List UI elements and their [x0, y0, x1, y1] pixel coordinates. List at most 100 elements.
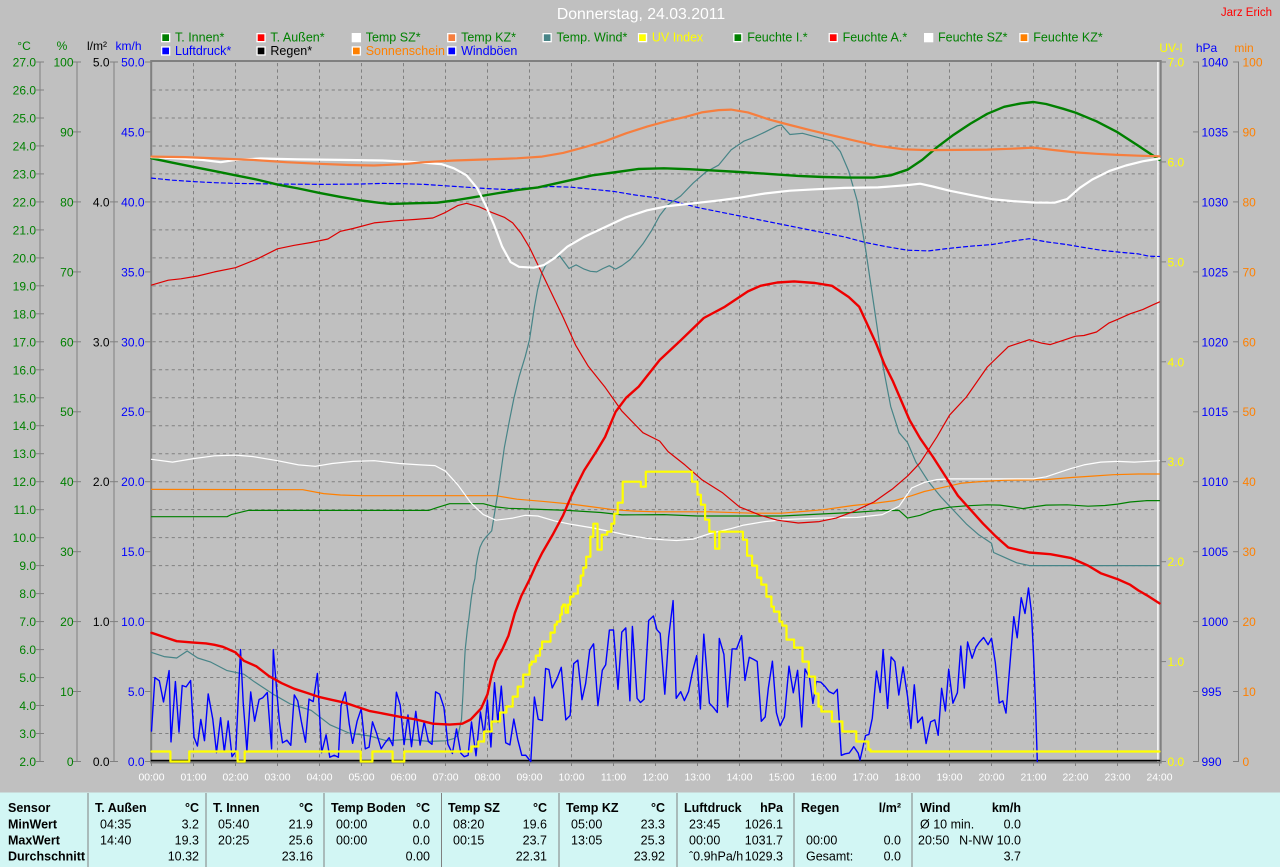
svg-text:100: 100 [53, 56, 73, 70]
svg-text:7.0: 7.0 [19, 615, 36, 629]
svg-text:21.0: 21.0 [13, 223, 37, 237]
svg-text:21.9: 21.9 [289, 818, 313, 832]
svg-text:30.0: 30.0 [121, 335, 145, 349]
svg-text:01:00: 01:00 [180, 773, 206, 784]
svg-text:Sensor: Sensor [8, 801, 51, 815]
svg-text:990: 990 [1202, 755, 1222, 769]
svg-text:18:00: 18:00 [894, 773, 920, 784]
svg-text:0.0: 0.0 [884, 850, 901, 864]
svg-text:06:00: 06:00 [390, 773, 416, 784]
svg-text:UV Index: UV Index [652, 31, 704, 45]
svg-text:08:20: 08:20 [453, 818, 484, 832]
svg-text:10.32: 10.32 [168, 850, 199, 864]
svg-text:3.0: 3.0 [1168, 455, 1185, 469]
svg-text:1.0: 1.0 [1168, 655, 1185, 669]
svg-text:15.0: 15.0 [121, 545, 145, 559]
svg-text:11.0: 11.0 [14, 503, 37, 517]
svg-text:14:00: 14:00 [726, 773, 752, 784]
svg-text:23.3: 23.3 [641, 818, 665, 832]
svg-text:0.0: 0.0 [1168, 755, 1185, 769]
svg-text:27.0: 27.0 [13, 56, 37, 70]
svg-text:0.0: 0.0 [884, 834, 901, 848]
svg-text:70: 70 [1243, 265, 1257, 279]
svg-text:23:00: 23:00 [1104, 773, 1130, 784]
svg-text:T. Außen*: T. Außen* [270, 31, 324, 45]
svg-text:00:00: 00:00 [806, 834, 837, 848]
svg-text:Temp Boden: Temp Boden [331, 801, 406, 815]
svg-text:90: 90 [60, 125, 74, 139]
svg-text:19.6: 19.6 [523, 818, 547, 832]
svg-text:40: 40 [60, 475, 74, 489]
svg-text:25.3: 25.3 [641, 834, 665, 848]
svg-text:l/m²: l/m² [87, 39, 107, 53]
svg-text:Temp. Wind*: Temp. Wind* [557, 31, 628, 45]
svg-text:04:00: 04:00 [306, 773, 332, 784]
svg-text:80: 80 [60, 195, 74, 209]
svg-text:09:00: 09:00 [516, 773, 542, 784]
svg-text:Regen*: Regen* [270, 44, 312, 58]
svg-text:Ø 10 min.: Ø 10 min. [920, 818, 974, 832]
svg-text:7.0: 7.0 [1168, 56, 1185, 70]
svg-text:22:00: 22:00 [1062, 773, 1088, 784]
svg-text:9.0: 9.0 [19, 559, 36, 573]
svg-text:25.0: 25.0 [121, 405, 145, 419]
svg-text:23.92: 23.92 [634, 850, 665, 864]
svg-text:MinWert: MinWert [8, 818, 58, 832]
svg-text:20: 20 [60, 615, 74, 629]
svg-text:°C: °C [17, 39, 31, 53]
svg-text:1010: 1010 [1202, 475, 1229, 489]
svg-text:20:00: 20:00 [978, 773, 1004, 784]
svg-text:Feuchte A.*: Feuchte A.* [843, 31, 908, 45]
svg-text:20:25: 20:25 [218, 834, 249, 848]
svg-text:23.0: 23.0 [13, 167, 37, 181]
svg-text:50: 50 [1243, 405, 1257, 419]
svg-text:10:00: 10:00 [558, 773, 584, 784]
svg-text:3.0: 3.0 [93, 335, 110, 349]
svg-text:0.0: 0.0 [1004, 818, 1021, 832]
svg-text:80: 80 [1243, 195, 1257, 209]
svg-text:1.0: 1.0 [93, 615, 110, 629]
svg-text:60: 60 [1243, 335, 1257, 349]
svg-text:15:00: 15:00 [768, 773, 794, 784]
svg-text:15.0: 15.0 [13, 391, 37, 405]
svg-text:14.0: 14.0 [13, 419, 37, 433]
svg-text:°C: °C [651, 801, 665, 815]
svg-text:50: 50 [60, 405, 74, 419]
svg-text:04:35: 04:35 [100, 818, 131, 832]
svg-text:%: % [57, 39, 68, 53]
svg-text:Luftdruck*: Luftdruck* [175, 44, 231, 58]
svg-text:2.0: 2.0 [93, 475, 110, 489]
svg-text:Feuchte SZ*: Feuchte SZ* [938, 31, 1008, 45]
svg-text:45.0: 45.0 [121, 125, 145, 139]
svg-text:Regen: Regen [801, 801, 839, 815]
svg-text:14:40: 14:40 [100, 834, 131, 848]
svg-text:0.00: 0.00 [406, 850, 430, 864]
svg-text:2.0: 2.0 [19, 755, 36, 769]
svg-text:35.0: 35.0 [121, 265, 145, 279]
svg-text:10.0: 10.0 [13, 531, 37, 545]
svg-text:1020: 1020 [1202, 335, 1229, 349]
svg-text:08:00: 08:00 [474, 773, 500, 784]
svg-text:1035: 1035 [1202, 125, 1229, 139]
svg-text:Feuchte I.*: Feuchte I.* [747, 31, 808, 45]
svg-text:02:00: 02:00 [222, 773, 248, 784]
svg-text:00:00: 00:00 [138, 773, 164, 784]
svg-text:6.0: 6.0 [19, 643, 36, 657]
svg-text:min: min [1234, 41, 1253, 55]
svg-text:24:00: 24:00 [1146, 773, 1172, 784]
svg-text:Windböen: Windböen [461, 44, 517, 58]
svg-text:24.0: 24.0 [13, 139, 37, 153]
svg-text:30: 30 [1243, 545, 1257, 559]
svg-text:MaxWert: MaxWert [8, 834, 61, 848]
svg-text:UV-I: UV-I [1159, 41, 1182, 55]
svg-text:13:00: 13:00 [684, 773, 710, 784]
svg-text:0: 0 [67, 755, 74, 769]
svg-text:0.0: 0.0 [413, 834, 430, 848]
svg-text:23:45: 23:45 [689, 818, 720, 832]
svg-text:Donnerstag, 24.03.2011: Donnerstag, 24.03.2011 [557, 6, 726, 23]
svg-text:40.0: 40.0 [121, 195, 145, 209]
svg-text:2.0: 2.0 [1168, 555, 1185, 569]
svg-text:1040: 1040 [1202, 56, 1229, 70]
svg-text:25.6: 25.6 [289, 834, 313, 848]
svg-text:00:00: 00:00 [336, 834, 367, 848]
